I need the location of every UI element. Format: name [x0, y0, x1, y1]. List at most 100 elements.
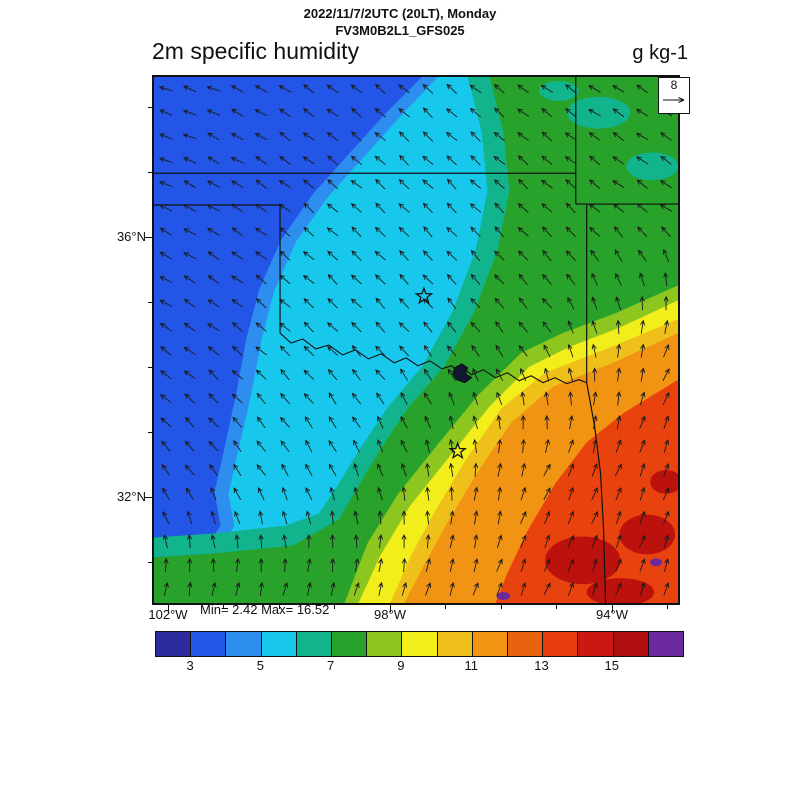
wind-arrow — [518, 344, 528, 357]
wind-arrow — [159, 322, 172, 332]
wind-arrow — [473, 534, 479, 549]
wind-arrow — [495, 368, 503, 381]
wind-arrow — [520, 510, 527, 524]
wind-arrow — [472, 438, 478, 453]
wind-arrow — [638, 249, 647, 262]
wind-arrow — [422, 131, 433, 142]
wind-arrow — [306, 557, 312, 573]
humidity-regions — [154, 77, 678, 603]
wind-arrow — [496, 414, 502, 430]
wind-arrow — [187, 533, 192, 549]
wind-arrow — [567, 510, 574, 525]
wind-arrow — [306, 581, 312, 596]
wind-arrow — [662, 368, 670, 381]
wind-arrow — [615, 558, 622, 572]
wind-arrow — [663, 344, 670, 358]
wind-arrow — [374, 226, 386, 237]
wind-arrow — [327, 297, 338, 309]
wind-arrow — [162, 487, 170, 500]
wind-arrow — [567, 343, 574, 358]
wind-arrow — [661, 226, 671, 238]
wind-arrow — [328, 463, 337, 477]
wind-arrow — [328, 392, 337, 405]
wind-arrow — [494, 297, 504, 309]
wind-arrow — [182, 157, 197, 164]
lat-tick — [148, 432, 152, 433]
lon-tick — [223, 605, 224, 609]
wind-arrow — [183, 275, 196, 284]
wind-arrow — [326, 203, 339, 213]
wind-arrow — [445, 132, 458, 141]
wind-arrow — [592, 367, 598, 382]
wind-arrow — [353, 533, 359, 549]
wind-arrow — [401, 533, 407, 549]
wind-arrow — [471, 344, 480, 357]
colorbar-segment-12 — [543, 632, 579, 656]
wind-arrow — [473, 510, 479, 525]
wind-arrow — [207, 251, 220, 261]
wind-arrow — [588, 85, 601, 93]
wind-arrow — [398, 179, 410, 190]
wind-arrow — [305, 510, 311, 525]
wind-arrow — [377, 415, 384, 429]
wind-arrow — [255, 179, 267, 189]
wind-arrow — [302, 108, 315, 118]
wind-arrow — [612, 108, 625, 118]
wind-arrow — [640, 343, 646, 358]
wind-arrow — [517, 155, 529, 166]
wind-arrow — [568, 391, 574, 406]
wind-arrow — [662, 391, 670, 405]
wind-arrow — [542, 249, 552, 262]
wind-arrow — [520, 414, 526, 430]
wind-arrow — [159, 133, 173, 140]
wind-arrow — [639, 415, 646, 429]
wind-arrow — [588, 109, 601, 117]
wind-arrow — [541, 203, 553, 213]
wind-arrow — [564, 108, 577, 118]
wind-arrow — [543, 344, 551, 358]
wind-arrow — [520, 438, 526, 454]
colorbar-segment-3 — [226, 632, 262, 656]
wind-arrow — [256, 416, 266, 429]
wind-arrow — [210, 486, 217, 501]
wind-arrow — [425, 486, 431, 501]
wind-arrow — [565, 202, 576, 214]
wind-arrow — [493, 83, 505, 94]
wind-arrow — [448, 391, 455, 405]
wind-arrow — [616, 367, 622, 382]
wind-arrow — [230, 85, 244, 93]
wind-arrow — [591, 487, 598, 501]
wind-arrow — [208, 393, 219, 404]
wind-arrow — [565, 226, 576, 237]
lon-label: 94°W — [596, 607, 628, 622]
wind-arrow — [616, 391, 622, 406]
wind-arrow — [520, 486, 527, 501]
wind-arrow — [159, 276, 173, 283]
wind-arrow — [375, 178, 386, 190]
wind-arrow — [161, 463, 171, 476]
wind-arrow — [255, 274, 267, 285]
wind-arrow — [326, 322, 339, 332]
wind-arrow — [590, 249, 599, 262]
wind-arrow — [639, 295, 645, 311]
wind-arrow — [591, 272, 598, 286]
wind-arrow — [544, 558, 551, 572]
wind-arrow — [207, 346, 220, 356]
wind-arrow — [494, 202, 505, 214]
wind-arrow — [664, 558, 670, 572]
wind-arrow — [353, 582, 360, 596]
wind-arrow — [254, 109, 268, 117]
wind-arrow — [234, 533, 240, 549]
wind-arrow — [281, 463, 289, 477]
wind-arrow — [353, 462, 359, 477]
wind-arrow — [545, 438, 550, 453]
wind-arrow — [400, 391, 408, 405]
wind-arrow — [639, 462, 646, 477]
wind-arrow — [377, 510, 383, 525]
wind-arrow — [470, 273, 481, 285]
wind-arrow — [446, 250, 457, 261]
wind-arrow — [305, 439, 313, 453]
wind-arrow — [446, 83, 457, 94]
wind-arrow — [616, 415, 622, 430]
wind-arrow — [184, 440, 195, 452]
